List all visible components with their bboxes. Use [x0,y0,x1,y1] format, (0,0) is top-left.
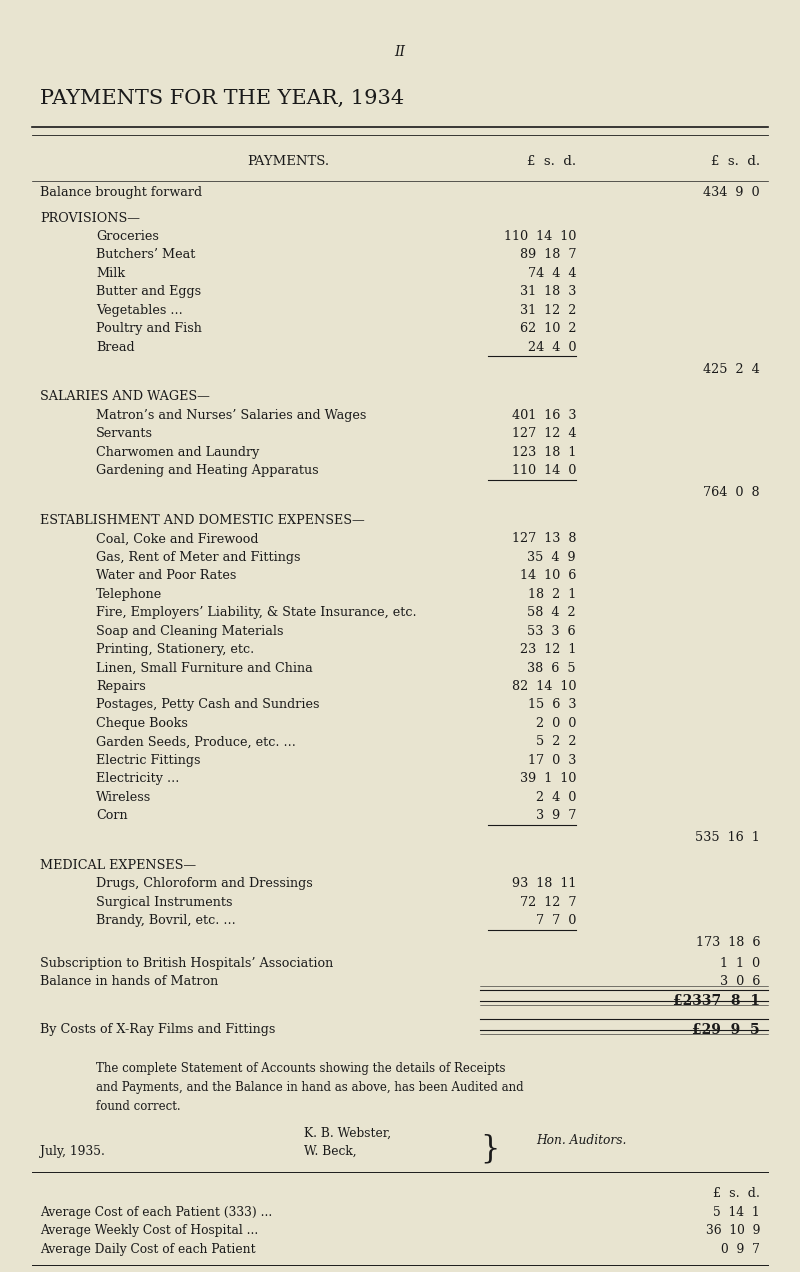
Text: 2  4  0: 2 4 0 [536,791,576,804]
Text: 535  16  1: 535 16 1 [695,831,760,845]
Text: 35  4  9: 35 4 9 [527,551,576,563]
Text: PAYMENTS.: PAYMENTS. [247,155,329,168]
Text: 110  14  0: 110 14 0 [512,464,576,477]
Text: Garden Seeds, Produce, etc. ...: Garden Seeds, Produce, etc. ... [96,735,296,748]
Text: 0  9  7: 0 9 7 [721,1243,760,1255]
Text: 24  4  0: 24 4 0 [527,341,576,354]
Text: PAYMENTS FOR THE YEAR, 1934: PAYMENTS FOR THE YEAR, 1934 [40,89,404,108]
Text: K. B. Webster,: K. B. Webster, [304,1126,391,1140]
Text: 127  12  4: 127 12 4 [511,427,576,440]
Text: Wireless: Wireless [96,791,151,804]
Text: 72  12  7: 72 12 7 [519,895,576,908]
Text: Poultry and Fish: Poultry and Fish [96,322,202,336]
Text: Milk: Milk [96,267,125,280]
Text: PROVISIONS—: PROVISIONS— [40,211,140,225]
Text: }: } [480,1133,499,1165]
Text: 764  0  8: 764 0 8 [703,486,760,500]
Text: The complete Statement of Accounts showing the details of Receipts
and Payments,: The complete Statement of Accounts showi… [96,1062,524,1113]
Text: II: II [394,45,406,59]
Text: Electric Fittings: Electric Fittings [96,754,201,767]
Text: £  s.  d.: £ s. d. [711,155,760,168]
Text: Servants: Servants [96,427,153,440]
Text: 7  7  0: 7 7 0 [536,915,576,927]
Text: 5  2  2: 5 2 2 [535,735,576,748]
Text: 38  6  5: 38 6 5 [527,661,576,674]
Text: Electricity ...: Electricity ... [96,772,179,785]
Text: 31  12  2: 31 12 2 [520,304,576,317]
Text: Linen, Small Furniture and China: Linen, Small Furniture and China [96,661,313,674]
Text: 89  18  7: 89 18 7 [519,248,576,262]
Text: MEDICAL EXPENSES—: MEDICAL EXPENSES— [40,859,196,871]
Text: 93  18  11: 93 18 11 [512,878,576,890]
Text: Average Weekly Cost of Hospital ...: Average Weekly Cost of Hospital ... [40,1224,258,1238]
Text: Average Cost of each Patient (333) ...: Average Cost of each Patient (333) ... [40,1206,272,1219]
Text: Corn: Corn [96,809,128,822]
Text: Brandy, Bovril, etc. ...: Brandy, Bovril, etc. ... [96,915,236,927]
Text: Matron’s and Nurses’ Salaries and Wages: Matron’s and Nurses’ Salaries and Wages [96,408,366,422]
Text: W. Beck,: W. Beck, [304,1145,357,1158]
Text: Postages, Petty Cash and Sundries: Postages, Petty Cash and Sundries [96,698,319,711]
Text: 3  9  7: 3 9 7 [536,809,576,822]
Text: Butter and Eggs: Butter and Eggs [96,285,201,299]
Text: 17  0  3: 17 0 3 [528,754,576,767]
Text: 1  1  0: 1 1 0 [720,957,760,969]
Text: Charwomen and Laundry: Charwomen and Laundry [96,445,259,459]
Text: 39  1  10: 39 1 10 [520,772,576,785]
Text: 62  10  2: 62 10 2 [519,322,576,336]
Text: Average Daily Cost of each Patient: Average Daily Cost of each Patient [40,1243,256,1255]
Text: £  s.  d.: £ s. d. [713,1187,760,1201]
Text: 36  10  9: 36 10 9 [706,1224,760,1238]
Text: Fire, Employers’ Liability, & State Insurance, etc.: Fire, Employers’ Liability, & State Insu… [96,607,417,619]
Text: 74  4  4: 74 4 4 [527,267,576,280]
Text: Balance in hands of Matron: Balance in hands of Matron [40,976,218,988]
Text: 14  10  6: 14 10 6 [520,570,576,583]
Text: £  s.  d.: £ s. d. [527,155,576,168]
Text: 31  18  3: 31 18 3 [520,285,576,299]
Text: Bread: Bread [96,341,134,354]
Text: Gardening and Heating Apparatus: Gardening and Heating Apparatus [96,464,318,477]
Text: Cheque Books: Cheque Books [96,717,188,730]
Text: Hon. Auditors.: Hon. Auditors. [536,1133,626,1147]
Text: £29  9  5: £29 9 5 [692,1023,760,1037]
Text: 434  9  0: 434 9 0 [703,186,760,198]
Text: 173  18  6: 173 18 6 [695,936,760,949]
Text: 82  14  10: 82 14 10 [511,681,576,693]
Text: Drugs, Chloroform and Dressings: Drugs, Chloroform and Dressings [96,878,313,890]
Text: 110  14  10: 110 14 10 [504,230,576,243]
Text: By Costs of X-Ray Films and Fittings: By Costs of X-Ray Films and Fittings [40,1023,275,1037]
Text: Surgical Instruments: Surgical Instruments [96,895,233,908]
Text: 123  18  1: 123 18 1 [512,445,576,459]
Text: July, 1935.: July, 1935. [40,1145,105,1158]
Text: Water and Poor Rates: Water and Poor Rates [96,570,236,583]
Text: Soap and Cleaning Materials: Soap and Cleaning Materials [96,625,283,637]
Text: £2337  8  1: £2337 8 1 [673,993,760,1007]
Text: Subscription to British Hospitals’ Association: Subscription to British Hospitals’ Assoc… [40,957,334,969]
Text: Gas, Rent of Meter and Fittings: Gas, Rent of Meter and Fittings [96,551,301,563]
Text: Coal, Coke and Firewood: Coal, Coke and Firewood [96,533,258,546]
Text: Groceries: Groceries [96,230,159,243]
Text: 2  0  0: 2 0 0 [536,717,576,730]
Text: 127  13  8: 127 13 8 [511,533,576,546]
Text: 425  2  4: 425 2 4 [703,363,760,375]
Text: ESTABLISHMENT AND DOMESTIC EXPENSES—: ESTABLISHMENT AND DOMESTIC EXPENSES— [40,514,365,527]
Text: 18  2  1: 18 2 1 [528,588,576,600]
Text: 401  16  3: 401 16 3 [511,408,576,422]
Text: Printing, Stationery, etc.: Printing, Stationery, etc. [96,644,254,656]
Text: 3  0  6: 3 0 6 [720,976,760,988]
Text: Telephone: Telephone [96,588,162,600]
Text: 53  3  6: 53 3 6 [527,625,576,637]
Text: Vegetables ...: Vegetables ... [96,304,182,317]
Text: 23  12  1: 23 12 1 [520,644,576,656]
Text: Repairs: Repairs [96,681,146,693]
Text: Balance brought forward: Balance brought forward [40,186,202,198]
Text: Butchers’ Meat: Butchers’ Meat [96,248,195,262]
Text: 5  14  1: 5 14 1 [714,1206,760,1219]
Text: SALARIES AND WAGES—: SALARIES AND WAGES— [40,391,210,403]
Text: 58  4  2: 58 4 2 [527,607,576,619]
Text: 15  6  3: 15 6 3 [527,698,576,711]
